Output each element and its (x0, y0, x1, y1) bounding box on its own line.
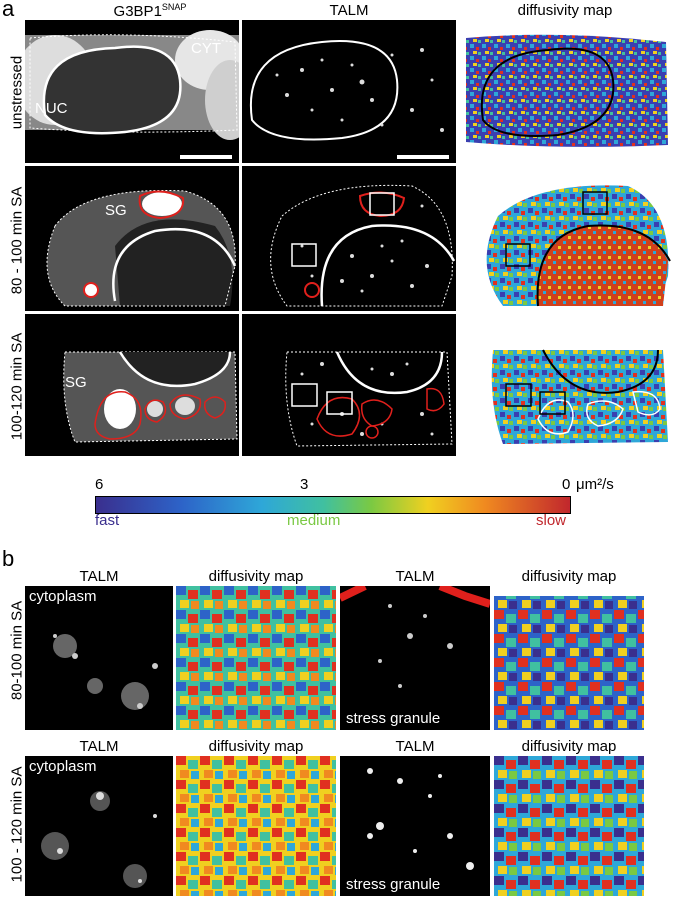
colorbar-unit: μm²/s (576, 476, 614, 493)
col-title-diffusivity: diffusivity map (517, 2, 613, 19)
label-cyt: CYT (191, 40, 221, 57)
b-label-stress-granule-2: stress granule (346, 876, 441, 893)
b-title-talm-3: TALM (79, 738, 119, 755)
tile-g3bp1-100-120: SG (25, 314, 239, 456)
tile-diff-unstressed (458, 20, 672, 163)
tile-talm-100-120 (242, 314, 456, 456)
colorbar-slow: slow (536, 512, 567, 529)
colorbar-mid-value: 3 (300, 476, 309, 493)
label-sg-row3: SG (65, 374, 87, 391)
col-title-talm: TALM (329, 2, 369, 19)
b-title-talm-1: TALM (79, 568, 119, 585)
panel-b-letter: b (2, 546, 15, 571)
colorbar-left-value: 6 (95, 476, 104, 493)
label-nuc: NUC (35, 100, 68, 117)
b-title-diff-2: diffusivity map (521, 568, 617, 585)
b-tile-diff-sg-2 (494, 756, 644, 896)
b-title-diff-1: diffusivity map (208, 568, 304, 585)
colorbar-right-value: 0 (562, 476, 571, 493)
b-title-talm-4: TALM (395, 738, 435, 755)
col-title-g3bp1: G3BP1SNAP (113, 2, 187, 20)
b-tile-diff-cyt-2 (176, 756, 336, 896)
tile-diff-100-120 (458, 314, 672, 456)
b-title-diff-4: diffusivity map (521, 738, 617, 755)
tile-talm-80-100 (242, 166, 456, 311)
b-label-cytoplasm-2: cytoplasm (29, 758, 97, 775)
b-label-cytoplasm-1: cytoplasm (29, 588, 97, 605)
tile-g3bp1-80-100: SG (25, 166, 239, 311)
b-tile-talm-sg-1: stress granule (340, 586, 490, 730)
row-label-b-80-100: 80-100 min SA (8, 600, 26, 701)
b-title-talm-2: TALM (395, 568, 435, 585)
row-label-b-100-120: 100 - 120 min SA (8, 766, 26, 883)
colorbar (95, 496, 571, 514)
b-tile-diff-cyt-1 (176, 586, 336, 730)
row-label-unstressed: unstressed (8, 55, 26, 130)
panel-a-letter: a (2, 0, 15, 21)
label-sg-row2: SG (105, 202, 127, 219)
colorbar-medium: medium (287, 512, 341, 529)
row-label-80-100: 80 - 100 min SA (8, 186, 26, 295)
b-label-stress-granule-1: stress granule (346, 710, 441, 727)
tile-talm-unstressed (242, 20, 456, 163)
b-tile-diff-sg-1 (494, 586, 644, 730)
b-tile-talm-cyt-2: cytoplasm (25, 756, 173, 896)
b-tile-talm-sg-2: stress granule (340, 756, 490, 896)
b-title-diff-3: diffusivity map (208, 738, 304, 755)
row-label-100-120: 100-120 min SA (8, 332, 26, 441)
tile-diff-80-100 (458, 166, 672, 311)
colorbar-fast: fast (95, 512, 120, 529)
tile-g3bp1-unstressed: CYT NUC (25, 20, 239, 163)
b-tile-talm-cyt-1: cytoplasm (25, 586, 173, 730)
